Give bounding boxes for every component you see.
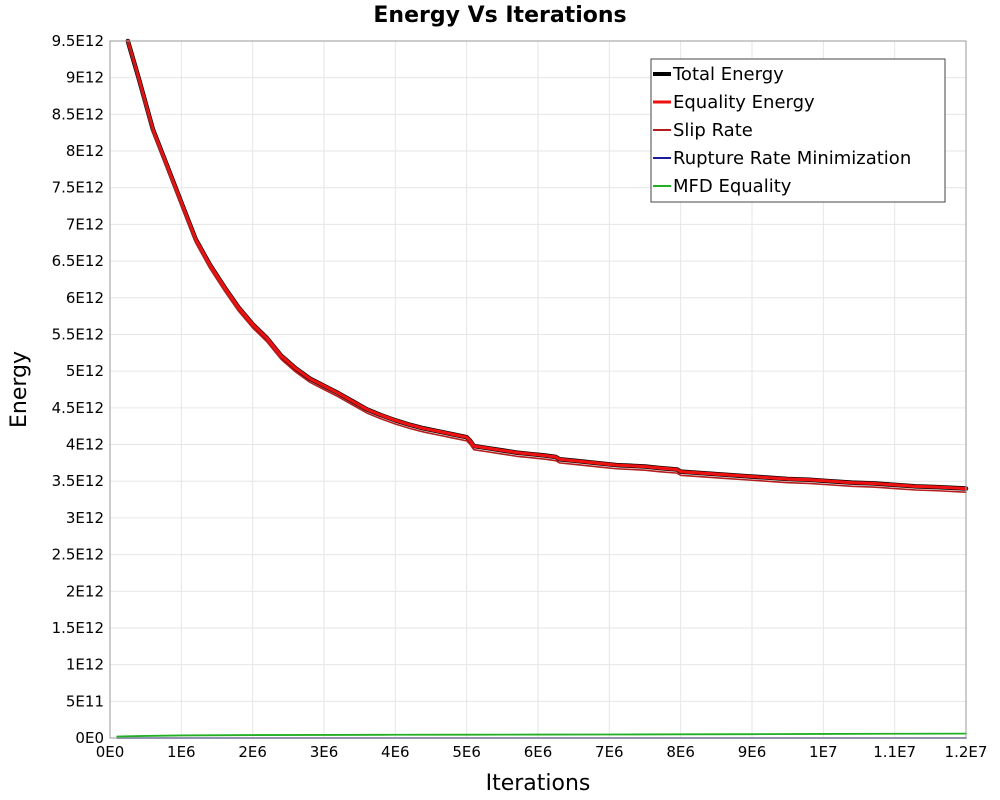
x-tick-label: 4E6 (381, 743, 410, 761)
y-tick-label: 2E12 (66, 582, 104, 600)
y-tick-label: 9E12 (66, 69, 104, 87)
legend-entry: MFD Equality (673, 176, 792, 197)
legend: Total Energy Equality Energy Slip Rate Rupt… (650, 58, 946, 203)
y-tick-label: 7E12 (66, 215, 104, 233)
y-tick-label: 0E0 (75, 729, 104, 747)
x-tick-label: 1E7 (809, 743, 838, 761)
x-tick-label: 2E6 (238, 743, 267, 761)
legend-entry: Rupture Rate Minimization (673, 148, 911, 169)
series-line-slip-rate (127, 40, 967, 494)
x-axis-label: Iterations (486, 771, 591, 796)
x-tick-label: 3E6 (310, 743, 339, 761)
x-tick-label: 7E6 (595, 743, 624, 761)
y-tick-label: 4E12 (66, 436, 104, 454)
x-tick-label: 9E6 (738, 743, 767, 761)
y-tick-label: 8E12 (66, 142, 104, 160)
x-tick-label: 0E0 (96, 743, 125, 761)
chart-title: Energy Vs Iterations (373, 3, 626, 28)
legend-entry: Equality Energy (673, 92, 815, 113)
y-tick-label: 4.5E12 (52, 399, 104, 417)
x-tick-label: 1E6 (167, 743, 196, 761)
y-tick-label: 5E11 (66, 692, 104, 710)
y-tick-label: 5E12 (66, 362, 104, 380)
x-axis-ticks: 0E0 1E6 2E6 3E6 4E6 5E6 6E6 7E6 8E6 9E6 1E7 1.1E7 1.… (96, 743, 988, 761)
x-tick-label: 8E6 (666, 743, 695, 761)
x-tick-label: 6E6 (524, 743, 553, 761)
plot-border (109, 40, 967, 739)
legend-box (650, 58, 946, 203)
y-tick-label: 2.5E12 (52, 546, 104, 564)
y-axis-label: Energy (7, 351, 32, 428)
legend-entry: Slip Rate (673, 120, 753, 141)
y-tick-label: 7.5E12 (52, 179, 104, 197)
y-tick-label: 1.5E12 (52, 619, 104, 637)
x-tick-label: 1.1E7 (873, 743, 916, 761)
y-tick-label: 6.5E12 (52, 252, 104, 270)
x-tick-label: 5E6 (452, 743, 481, 761)
x-tick-label: 1.2E7 (945, 743, 988, 761)
legend-entry: Total Energy (672, 64, 784, 85)
y-axis-ticks: 0E0 5E11 1E12 1.5E12 2E12 2.5E12 3E12 3.5E12 4E1… (52, 32, 104, 747)
y-tick-label: 3E12 (66, 509, 104, 527)
y-tick-label: 1E12 (66, 656, 104, 674)
y-tick-label: 5.5E12 (52, 325, 104, 343)
y-tick-label: 3.5E12 (52, 472, 104, 490)
y-tick-label: 9.5E12 (52, 32, 104, 50)
series-line-mfd-equality (116, 732, 967, 738)
y-tick-label: 8.5E12 (52, 105, 104, 123)
y-tick-label: 6E12 (66, 289, 104, 307)
series-line-equality-energy (126, 39, 968, 491)
